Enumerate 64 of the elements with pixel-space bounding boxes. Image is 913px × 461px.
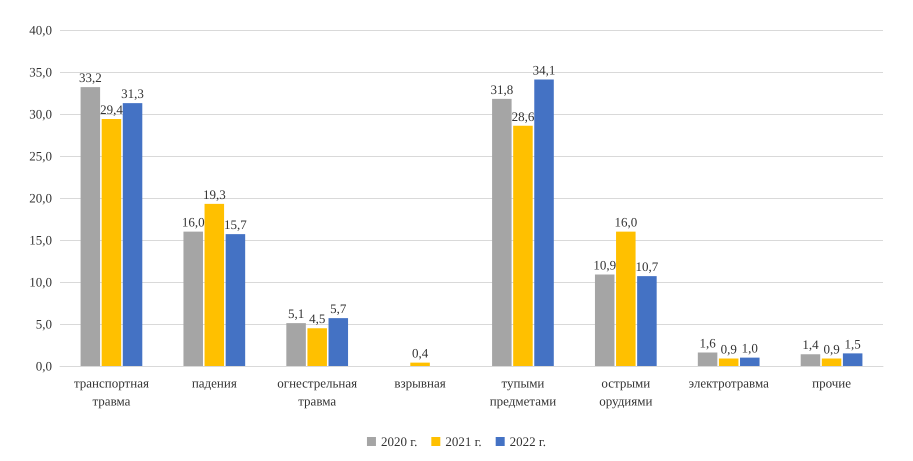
bar xyxy=(410,362,430,366)
bar xyxy=(122,103,142,366)
legend-label: 2021 г. xyxy=(445,434,482,449)
bar xyxy=(637,276,657,366)
x-tick-label: транспортная травма xyxy=(74,376,149,408)
data-label: 33,2 xyxy=(78,70,102,86)
x-tick-label: огнестрельная травма xyxy=(277,376,358,408)
data-label: 1,5 xyxy=(844,336,861,352)
data-label: 5,1 xyxy=(288,306,304,322)
bar xyxy=(286,323,306,366)
data-label: 0,9 xyxy=(720,341,737,356)
y-tick-label: 10,0 xyxy=(29,274,52,290)
x-tick-label: прочие xyxy=(812,376,852,390)
data-label: 0,4 xyxy=(412,346,429,361)
data-label: 5,7 xyxy=(330,301,347,316)
data-label: 10,9 xyxy=(593,257,616,272)
data-label: 16,0 xyxy=(614,214,638,230)
x-tick-label: падения xyxy=(192,376,237,390)
x-tick-label: взрывная xyxy=(394,376,446,390)
y-tick-label: 0,0 xyxy=(36,358,52,374)
bar xyxy=(204,204,224,366)
bar xyxy=(102,119,122,366)
y-tick-label: 5,0 xyxy=(36,316,52,332)
data-label: 34,1 xyxy=(532,62,556,78)
data-label: 0,9 xyxy=(823,341,840,356)
data-label: 1,4 xyxy=(802,337,820,352)
y-tick-label: 15,0 xyxy=(29,232,52,248)
x-tick-label: острыми орудиями xyxy=(599,376,652,408)
data-label: 15,7 xyxy=(224,217,248,232)
bar xyxy=(492,98,512,366)
data-label: 1,6 xyxy=(699,336,716,351)
bar xyxy=(80,87,100,366)
bar xyxy=(718,358,738,366)
data-label: 4,5 xyxy=(309,311,326,326)
bar xyxy=(616,232,636,366)
bar xyxy=(183,232,203,366)
x-tick-label: электротравма xyxy=(688,376,770,390)
y-tick-label: 35,0 xyxy=(29,64,52,80)
data-label: 31,3 xyxy=(121,86,144,102)
bar xyxy=(822,358,842,366)
x-tick-label: тупыми предметами xyxy=(490,376,556,408)
legend-label: 2020 г. xyxy=(380,434,418,449)
bar xyxy=(534,80,554,366)
bar xyxy=(698,352,718,366)
data-label: 10,7 xyxy=(636,259,659,274)
bar xyxy=(842,353,862,366)
bar xyxy=(328,318,348,366)
bar xyxy=(513,126,533,366)
legend-label: 2022 г. xyxy=(510,434,546,449)
bar xyxy=(740,358,760,366)
data-label: 16,0 xyxy=(182,214,205,230)
bar xyxy=(594,274,614,366)
bar xyxy=(800,354,820,366)
y-tick-label: 30,0 xyxy=(29,106,52,122)
data-label: 19,3 xyxy=(202,186,226,202)
data-label: 29,4 xyxy=(100,102,124,118)
data-label: 28,6 xyxy=(512,108,535,124)
y-tick-label: 25,0 xyxy=(29,148,52,164)
data-label: 1,0 xyxy=(742,340,758,356)
data-label: 31,8 xyxy=(490,82,514,97)
bar xyxy=(307,328,327,366)
y-tick-label: 20,0 xyxy=(29,190,52,206)
bar xyxy=(226,234,246,366)
y-tick-label: 40,0 xyxy=(29,22,52,38)
